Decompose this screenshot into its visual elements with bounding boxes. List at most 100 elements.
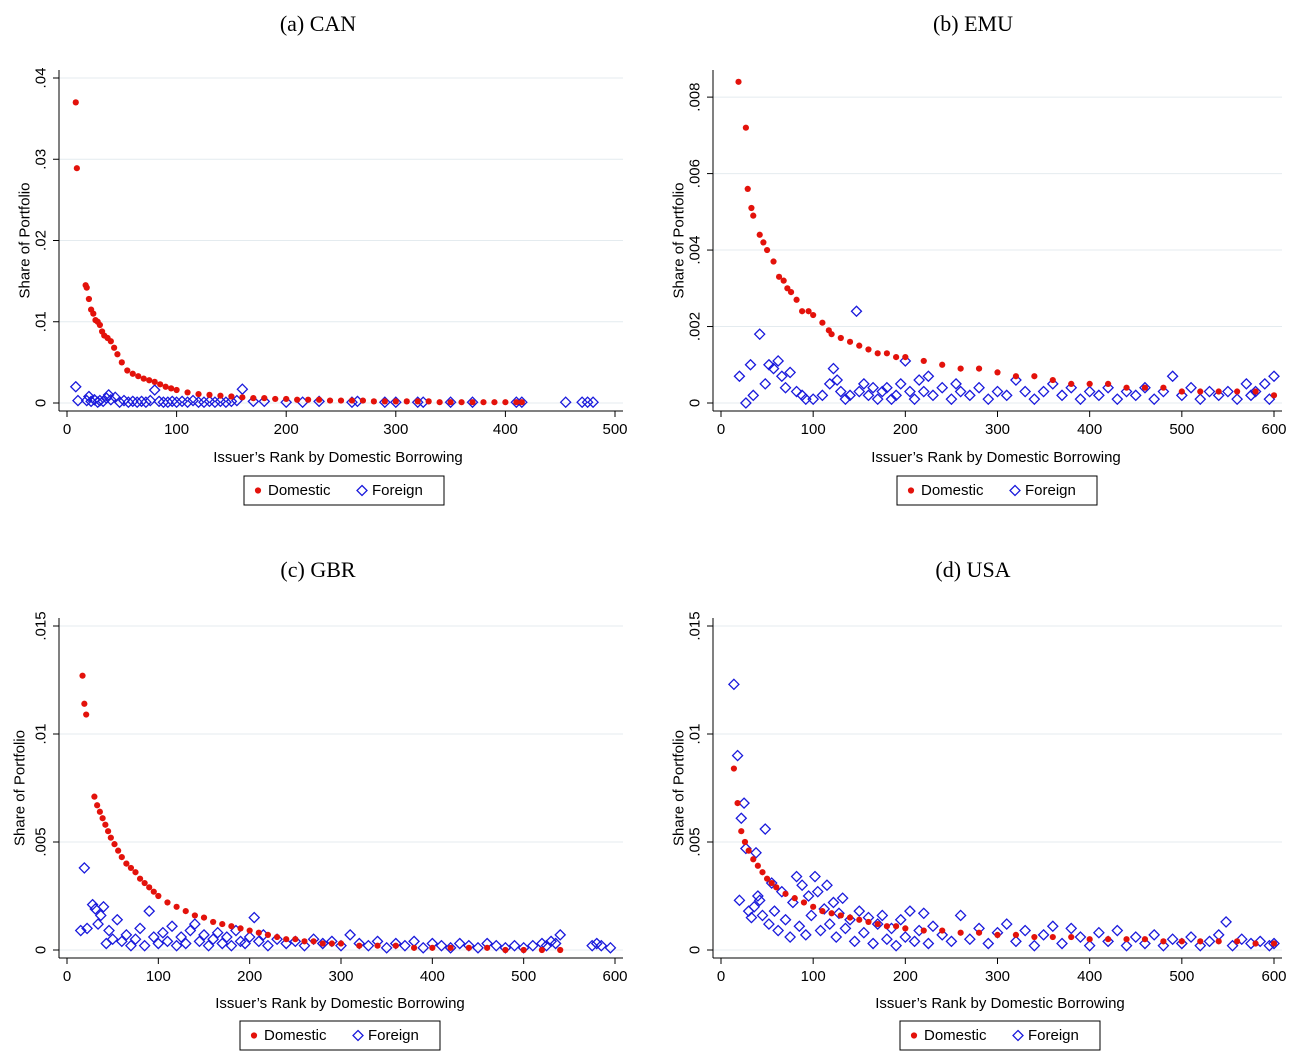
domestic-point (1234, 388, 1241, 395)
foreign-point (540, 939, 553, 952)
foreign-point (733, 370, 746, 383)
foreign-point (184, 924, 197, 937)
domestic-point (828, 331, 835, 338)
foreign-point (444, 396, 457, 409)
foreign-point (799, 928, 812, 941)
y-tick-label: 0 (687, 946, 704, 954)
legend-foreign-label: Foreign (1025, 482, 1076, 499)
foreign-point (216, 937, 229, 950)
domestic-point (1031, 373, 1038, 380)
domestic-point (1031, 933, 1038, 941)
foreign-point (193, 935, 206, 948)
series-domestic (79, 672, 564, 954)
domestic-point (85, 295, 93, 303)
x-tick-label: 600 (1261, 968, 1286, 985)
foreign-point (1222, 385, 1234, 398)
domestic-point (484, 944, 491, 951)
domestic-point (469, 399, 476, 406)
domestic-point (780, 277, 787, 284)
foreign-point (83, 390, 95, 403)
legend-box (899, 1020, 1101, 1051)
foreign-point (192, 396, 205, 409)
domestic-point (228, 393, 235, 400)
domestic-point (810, 311, 817, 319)
foreign-point (1065, 381, 1078, 394)
domestic-point (94, 802, 101, 809)
domestic-point (1012, 931, 1020, 938)
foreign-point (258, 395, 271, 408)
domestic-point (150, 888, 157, 895)
foreign-point (876, 909, 889, 922)
foreign-point (472, 941, 484, 954)
domestic-point (748, 204, 755, 212)
foreign-point (252, 935, 265, 948)
foreign-point (945, 393, 958, 406)
foreign-point (211, 926, 224, 939)
foreign-point (453, 937, 466, 950)
domestic-point (124, 367, 131, 374)
y-tick-label: .04 (33, 68, 50, 89)
foreign-point (1129, 389, 1142, 402)
domestic-point (337, 940, 345, 947)
domestic-point (1197, 938, 1204, 945)
domestic-point (115, 847, 122, 854)
foreign-point (181, 396, 194, 409)
domestic-point (893, 923, 900, 930)
legend-foreign-marker (1009, 484, 1021, 497)
x-tick-label: 100 (801, 421, 826, 438)
domestic-point (200, 914, 208, 921)
domestic-point (140, 375, 147, 382)
foreign-point (982, 393, 995, 406)
legend-box (896, 475, 1098, 506)
x-tick-label: 400 (1077, 968, 1102, 985)
domestic-point (883, 923, 891, 930)
foreign-point (1056, 389, 1068, 402)
foreign-point (111, 913, 124, 926)
domestic-point (784, 285, 791, 292)
foreign-point (225, 939, 238, 952)
foreign-point (890, 939, 903, 952)
domestic-point (1252, 940, 1259, 947)
x-tick-label: 500 (1169, 421, 1194, 438)
panel-1: (b) EMU 0 .002 .004 .006 .008 0 100 200 300 400 500… (671, 11, 1287, 506)
foreign-point (779, 913, 792, 926)
domestic-point (146, 377, 153, 384)
domestic-point (141, 879, 148, 887)
foreign-point (954, 385, 967, 398)
domestic-point (447, 399, 454, 406)
foreign-point (756, 909, 769, 922)
foreign-point (744, 358, 757, 371)
foreign-point (247, 395, 260, 408)
foreign-point (816, 389, 829, 402)
domestic-point (819, 319, 826, 326)
domestic-point (102, 821, 109, 828)
foreign-point (198, 396, 210, 409)
foreign-point (867, 937, 879, 950)
foreign-point (248, 911, 261, 924)
domestic-point (742, 124, 749, 131)
foreign-point (807, 393, 820, 406)
foreign-point (833, 907, 845, 920)
foreign-point (867, 381, 879, 394)
foreign-point (102, 388, 115, 401)
foreign-point (125, 939, 137, 952)
domestic-point (151, 378, 158, 385)
domestic-point (83, 711, 90, 718)
foreign-point (880, 381, 893, 394)
foreign-point (739, 842, 752, 855)
domestic-point (381, 398, 388, 405)
foreign-point (876, 385, 889, 398)
domestic-point (348, 397, 356, 404)
foreign-point (138, 939, 151, 952)
y-tick-label: 0 (33, 946, 50, 954)
foreign-point (1102, 935, 1115, 948)
domestic-point (315, 396, 323, 403)
domestic-point (129, 370, 136, 377)
foreign-point (1111, 393, 1124, 406)
foreign-point (823, 918, 836, 930)
y-tick-label: .002 (687, 312, 704, 341)
foreign-point (187, 394, 199, 407)
x-axis-label: Issuer’s Rank by Domestic Borrowing (875, 995, 1125, 1012)
foreign-point (220, 396, 232, 409)
foreign-point (735, 812, 748, 825)
